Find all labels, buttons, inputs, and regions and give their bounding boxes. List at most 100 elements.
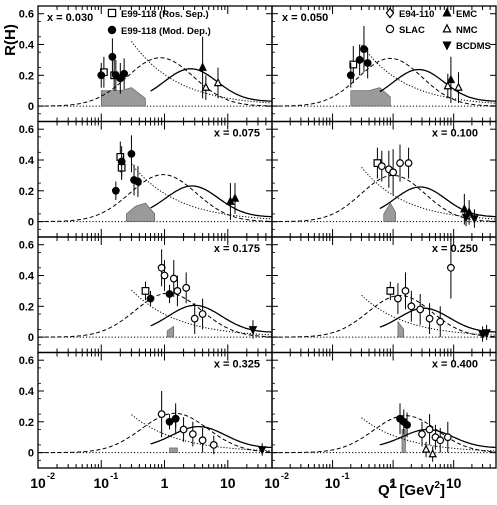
x-axis-label: Q2 [GeV2]: [378, 480, 445, 499]
panel-6: x = 0.250: [271, 236, 497, 354]
y-tick-label: 0.6: [19, 240, 34, 252]
panel-8-point: [425, 425, 434, 434]
legend-label: E94-110: [399, 9, 434, 20]
panel-4-point: [396, 159, 404, 167]
x-tick-base: 10: [325, 475, 341, 491]
x-tick-label: 1: [389, 475, 397, 491]
panel-8-point: [421, 444, 431, 453]
panel-6-point: [407, 302, 416, 311]
legend-label: NMC: [456, 25, 478, 36]
panel-7-point: [157, 410, 166, 419]
panel-5-point: [157, 263, 166, 272]
legend-label: EMC: [456, 9, 477, 20]
legend-item: E94-110: [385, 7, 434, 20]
panel-2-content: [272, 26, 496, 107]
panel-8: x = 0.400: [271, 351, 497, 469]
x-tick-base: 10: [30, 475, 46, 491]
panel-2-label: x = 0.050: [282, 12, 328, 24]
panel-3-curve-solid: [150, 185, 272, 218]
panel-3-curve-dotted: [131, 163, 272, 220]
panel-4-point: [460, 204, 469, 213]
panel-1-curve-solid: [150, 68, 272, 102]
x-tick-base: 10: [264, 475, 280, 491]
y-tick-label: 0.6: [19, 355, 34, 367]
panel-7-point: [165, 417, 174, 426]
x-tick-label: 10 -1: [93, 471, 118, 491]
legend-marker: [107, 25, 117, 35]
legend-marker: [442, 41, 452, 51]
panel-5-point: [198, 310, 207, 318]
panel-3-point: [230, 193, 240, 202]
panel-4-point: [377, 162, 386, 171]
panel-4-curve-solid: [379, 186, 496, 218]
x-tick-base: 10: [93, 475, 109, 491]
panel-3-point: [111, 186, 120, 195]
panel-2-curve-dashed: [272, 57, 496, 107]
panel-5-point: [173, 287, 182, 295]
panel-5-content: [38, 249, 272, 339]
panel-6-point: [394, 294, 402, 303]
legend-label: E99-118 (Mod. Dep.): [121, 26, 211, 37]
x-tick-base: 10: [446, 475, 462, 491]
x-tick-label: 1: [161, 475, 169, 491]
panel-6-curve-dotted: [361, 294, 496, 336]
panel-6-point: [401, 287, 410, 295]
panel-2-point: [454, 82, 463, 91]
panel-6-content: [272, 237, 496, 342]
panel-1-point: [213, 77, 223, 87]
panel-5-point: [165, 290, 174, 298]
panel-6-point: [447, 263, 455, 272]
legend-item: NMC: [442, 23, 478, 36]
panel-2-curve-dotted: [361, 44, 496, 104]
panel-7: 0 0.2 0.4 0.6 x = 0.325: [19, 351, 273, 469]
panel-1-point: [201, 82, 211, 91]
y-tick-label: 0.4: [19, 155, 35, 167]
panel-4-point: [470, 215, 479, 224]
legend-item: EMC: [442, 7, 477, 20]
panel-1: 0 0.2 0.4 0.6 x = 0.030: [19, 5, 273, 123]
x-tick-label: 10 -2: [30, 471, 55, 491]
panel-6-point: [436, 317, 445, 326]
panel-7-curve-solid: [150, 425, 272, 449]
panel-8-point: [436, 436, 445, 445]
panel-1-sys-band: [100, 87, 146, 107]
x-axis-label-part: Q: [378, 482, 390, 499]
legend-item: E99-118 (Mod. Dep.): [107, 25, 211, 37]
panel-2-point: [349, 60, 358, 69]
x-axis-label-part: ]: [440, 482, 445, 499]
panel-5-point: [182, 283, 191, 292]
y-tick-label: 0: [28, 448, 34, 460]
panel-5: 0 0.2 0.4 0.6 x = 0.175: [19, 236, 273, 354]
legend-marker: [442, 7, 452, 17]
legend-label: E99-118 (Ros. Sep.): [121, 9, 209, 20]
panel-6-point: [386, 287, 395, 295]
x-axis-label-part: 2: [390, 480, 396, 491]
panel-4-point: [461, 213, 471, 223]
x-axis-label-text: Q2 [GeV2]: [378, 480, 445, 499]
panel-8-curve-dotted: [361, 417, 496, 452]
legend-label: BCDMS: [456, 41, 491, 52]
panel-7-sys-band: [169, 447, 178, 453]
panel-5-curve-dotted: [131, 289, 272, 336]
legend-marker: [385, 7, 395, 19]
panel-1-point: [120, 69, 129, 78]
panel-8-point: [403, 420, 411, 429]
panel-4-point: [404, 159, 413, 167]
panel-5-sys-band: [166, 325, 175, 338]
legend-item: SLAC: [385, 24, 425, 36]
panel-8-point: [418, 430, 426, 439]
panel-4: x = 0.100: [271, 120, 497, 238]
x-axis-label-part: [GeV: [395, 482, 434, 499]
panel-7-point: [209, 441, 218, 449]
x-tick-label: 10: [220, 475, 236, 491]
x-tick-exp: -1: [342, 471, 350, 481]
panel-8-point: [428, 448, 437, 458]
y-tick-label: 0: [28, 332, 34, 344]
panel-6-point: [478, 330, 487, 340]
panel-1-curve-dotted: [131, 41, 272, 104]
panel-5-label: x = 0.175: [214, 243, 260, 255]
panel-8-label: x = 0.400: [432, 359, 478, 371]
panel-5-curve-dashed: [38, 292, 272, 338]
